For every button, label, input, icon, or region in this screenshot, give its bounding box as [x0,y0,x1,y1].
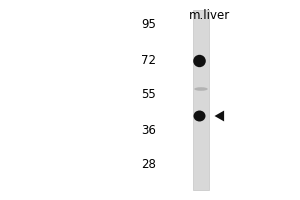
Text: m.liver: m.liver [189,9,231,22]
Bar [193,10,209,190]
Ellipse shape [193,55,206,67]
Ellipse shape [194,110,206,121]
Text: 28: 28 [141,158,156,170]
Text: 72: 72 [141,53,156,66]
Text: 36: 36 [141,123,156,136]
Text: 95: 95 [141,18,156,30]
Polygon shape [214,111,224,121]
Ellipse shape [194,87,208,91]
Text: 55: 55 [141,88,156,100]
